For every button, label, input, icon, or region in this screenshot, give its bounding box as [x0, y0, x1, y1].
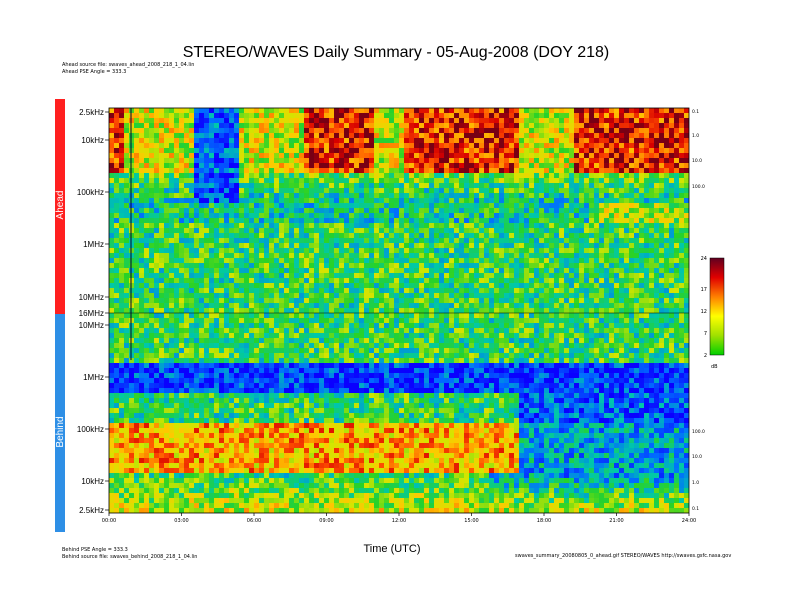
- x-tick-0: 00:00: [102, 518, 116, 524]
- y-tick-behind-0: 10MHz: [79, 321, 104, 330]
- x-tick-4: 12:00: [392, 518, 406, 524]
- colorbar-tick-1: 17: [701, 287, 707, 293]
- heatmap-cells: [109, 108, 689, 513]
- y-tick-behind-2: 100kHz: [77, 425, 104, 434]
- y-tick-ahead-2: 100kHz: [77, 188, 104, 197]
- y-tick-ahead-4: 10MHz: [79, 293, 104, 302]
- right-scale-behind-3: 0.1: [692, 506, 699, 512]
- y-tick-behind-4: 2.5kHz: [79, 506, 104, 515]
- y-tick-behind-3: 10kHz: [81, 477, 104, 486]
- x-tick-1: 03:00: [174, 518, 188, 524]
- footer-file-info: swaves_summary_20080805_0_ahead.gif STER…: [515, 553, 732, 559]
- behind-side-bar: [55, 314, 65, 532]
- y-tick-ahead-3: 1MHz: [83, 240, 104, 249]
- y-tick-ahead-1: 10kHz: [81, 136, 104, 145]
- right-scale-ahead-0: 0.1: [692, 109, 699, 115]
- y-tick-behind-1: 1MHz: [83, 373, 104, 382]
- behind-source-file: Behind source file: swaves_behind_2008_2…: [62, 554, 198, 560]
- colorbar-tick-3: 7: [704, 331, 707, 337]
- x-tick-2: 06:00: [247, 518, 261, 524]
- x-tick-3: 09:00: [319, 518, 333, 524]
- x-tick-8: 24:00: [682, 518, 696, 524]
- right-scale-behind-1: 10.0: [692, 454, 702, 460]
- right-scale-behind-2: 1.0: [692, 480, 699, 486]
- y-tick-ahead-0: 2.5kHz: [79, 108, 104, 117]
- x-tick-7: 21:00: [609, 518, 623, 524]
- x-axis-label: Time (UTC): [363, 543, 421, 555]
- colorbar-tick-2: 12: [701, 309, 707, 315]
- right-scale-ahead-1: 1.0: [692, 133, 699, 139]
- ahead-source-file: Ahead source file: swaves_ahead_2008_218…: [62, 62, 195, 68]
- behind-pse-angle: Behind PSE Angle = 333.3: [62, 547, 128, 553]
- ahead-pse-angle: Ahead PSE Angle = 333.3: [62, 69, 127, 75]
- behind-panel-label: Behind: [55, 416, 66, 447]
- colorbar-unit: dB: [711, 364, 718, 370]
- right-scale-ahead-3: 100.0: [692, 184, 705, 190]
- ahead-side-bar: [55, 99, 65, 314]
- colorbar-tick-4: 2: [704, 353, 707, 359]
- x-tick-6: 18:00: [537, 518, 551, 524]
- chart-title: STEREO/WAVES Daily Summary - 05-Aug-2008…: [182, 44, 610, 61]
- x-tick-5: 15:00: [464, 518, 478, 524]
- y-tick-ahead-5: 16MHz: [79, 309, 104, 318]
- ahead-panel-label: Ahead: [55, 191, 66, 220]
- right-scale-behind-0: 100.0: [692, 429, 705, 435]
- colorbar-tick-0: 24: [701, 256, 707, 262]
- right-scale-ahead-2: 10.0: [692, 158, 702, 164]
- colorbar: [709, 257, 725, 356]
